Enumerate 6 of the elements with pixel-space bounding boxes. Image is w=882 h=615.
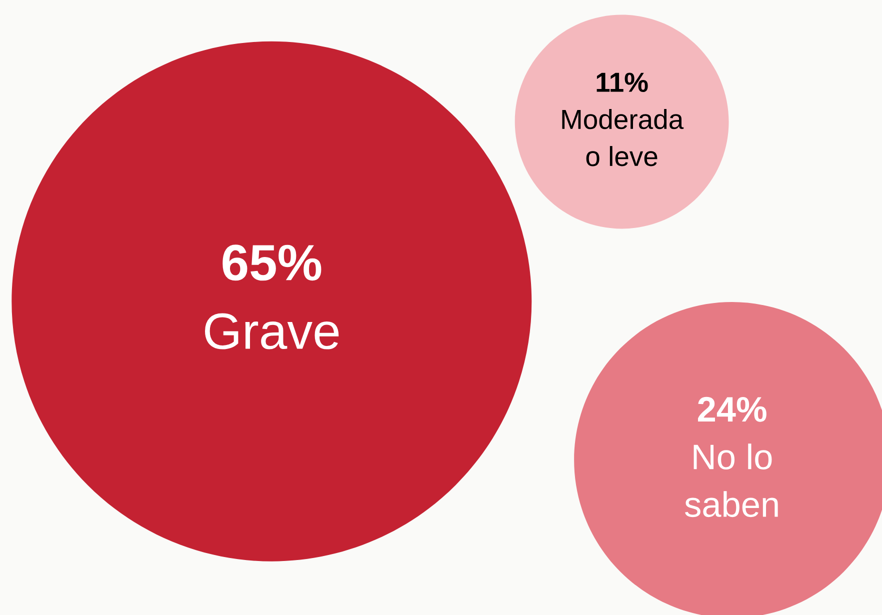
data-label: 11% — [596, 72, 648, 92]
category-label: Grave — [205, 313, 339, 350]
data-label: 24% — [698, 396, 766, 422]
data-label: 65% — [222, 244, 322, 281]
category-label: Moderada o leve — [562, 108, 684, 166]
category-label: No lo saben — [685, 444, 778, 518]
